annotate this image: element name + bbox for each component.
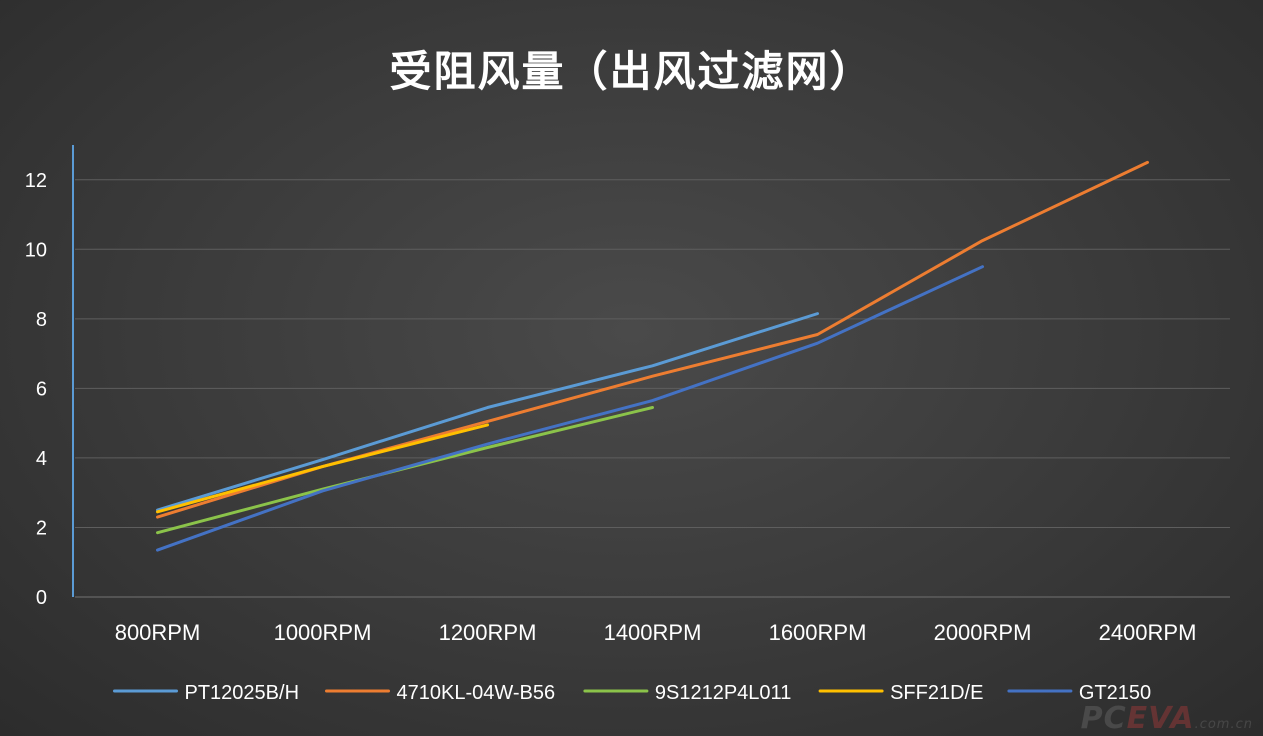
x-tick-label: 1000RPM [274,620,372,645]
y-tick-label: 2 [36,517,47,539]
legend-label: GT2150 [1079,682,1151,704]
x-tick-label: 1400RPM [604,620,702,645]
x-tick-label: 2000RPM [934,620,1032,645]
y-tick-label: 6 [36,378,47,400]
series-line [156,406,654,535]
y-tick-label: 12 [25,170,47,192]
chart-title: 受阻风量（出风过滤网） [389,47,874,96]
x-tick-label: 2400RPM [1099,620,1197,645]
y-tick-label: 4 [36,448,47,470]
series-line [156,265,984,552]
series-line [156,312,819,512]
y-tick-label: 0 [36,587,47,609]
watermark-logo: PCEVA.com.cn [1080,701,1253,736]
series-line [156,423,489,514]
legend-label: PT12025B/H [185,682,300,704]
x-tick-label: 1200RPM [439,620,537,645]
legend-label: 4710KL-04W-B56 [397,682,556,704]
legend-label: 9S1212P4L011 [655,682,791,704]
legend-label: SFF21D/E [890,682,983,704]
y-tick-label: 10 [25,239,47,261]
y-tick-label: 8 [36,309,47,331]
x-tick-label: 800RPM [115,620,201,645]
x-tick-label: 1600RPM [769,620,867,645]
